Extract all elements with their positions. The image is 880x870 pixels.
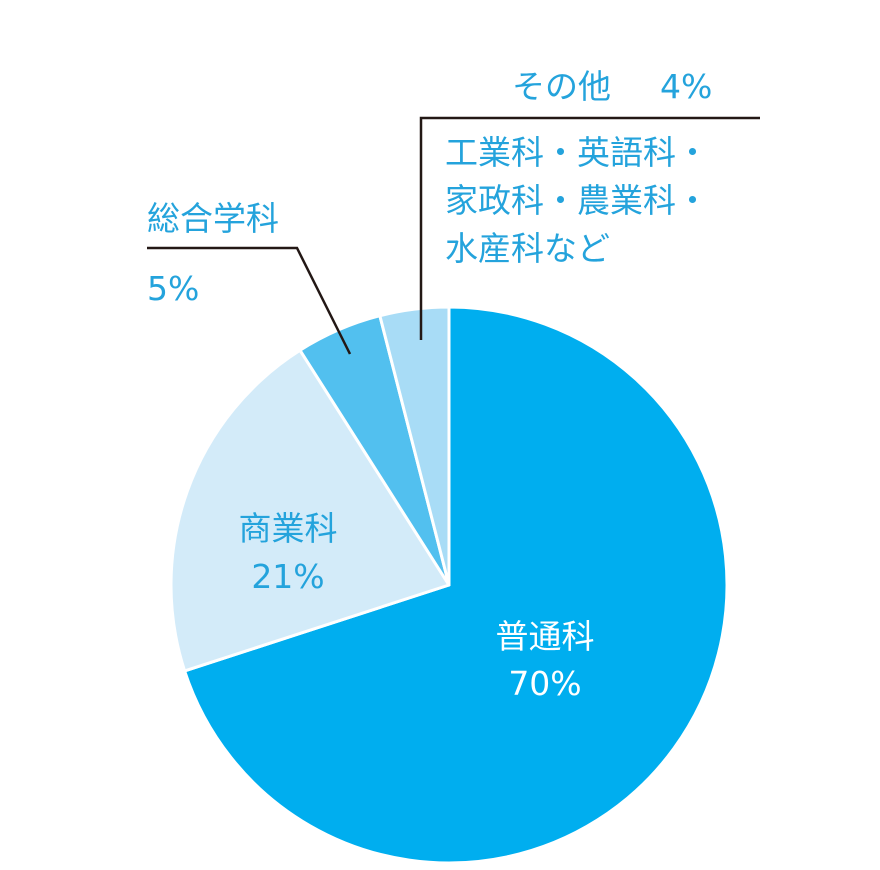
slice-label-commerce: 商業科 xyxy=(239,509,338,548)
slice-value-integrated: 5% xyxy=(147,269,199,308)
other-note-line-2: 家政科・農業科・ xyxy=(445,181,709,220)
leader-line-other xyxy=(419,116,760,340)
slice-value-other: 4% xyxy=(660,67,712,106)
slice-label-general: 普通科 xyxy=(496,617,595,656)
other-note-line-3: 水産科など xyxy=(445,229,610,268)
slice-label-other: その他 xyxy=(512,67,611,106)
other-note-line-1: 工業科・英語科・ xyxy=(445,133,709,172)
slice-value-commerce: 21% xyxy=(251,557,324,596)
pie-slice-general xyxy=(183,305,729,865)
slice-value-general: 70% xyxy=(508,664,581,703)
pie-slice-commerce xyxy=(169,348,451,673)
slice-label-integrated: 総合学科 xyxy=(147,199,279,238)
pie-slice-other xyxy=(378,305,451,587)
leader-line-integrated xyxy=(147,246,352,355)
